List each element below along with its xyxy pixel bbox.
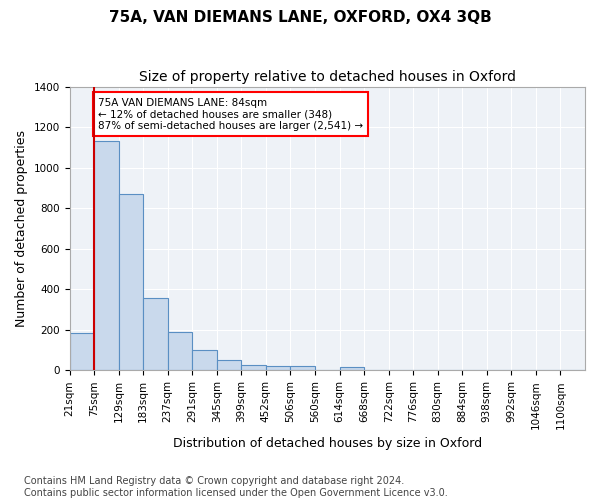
Bar [94,142,119,370]
Bar [143,298,168,370]
Bar [266,366,290,370]
Bar [290,366,315,370]
Bar [192,350,217,370]
X-axis label: Distribution of detached houses by size in Oxford: Distribution of detached houses by size … [173,437,482,450]
Text: 75A, VAN DIEMANS LANE, OXFORD, OX4 3QB: 75A, VAN DIEMANS LANE, OXFORD, OX4 3QB [109,10,491,25]
Bar [119,194,143,370]
Text: 75A VAN DIEMANS LANE: 84sqm
← 12% of detached houses are smaller (348)
87% of se: 75A VAN DIEMANS LANE: 84sqm ← 12% of det… [98,98,363,131]
Bar [168,332,192,370]
Bar [241,366,266,370]
Bar [70,333,94,370]
Y-axis label: Number of detached properties: Number of detached properties [15,130,28,327]
Title: Size of property relative to detached houses in Oxford: Size of property relative to detached ho… [139,70,516,84]
Text: Contains HM Land Registry data © Crown copyright and database right 2024.
Contai: Contains HM Land Registry data © Crown c… [24,476,448,498]
Bar [217,360,241,370]
Bar [340,368,364,370]
